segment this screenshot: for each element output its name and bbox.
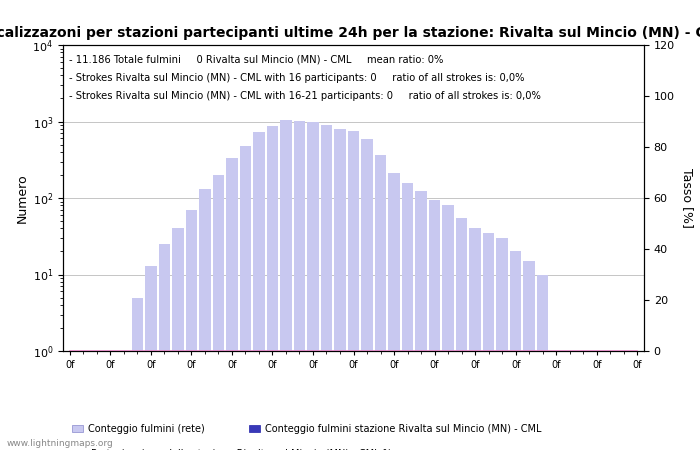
Bar — [294, 121, 305, 450]
Bar — [510, 252, 522, 450]
Bar — [239, 146, 251, 450]
Bar — [186, 210, 197, 450]
Bar — [145, 266, 157, 450]
Bar — [456, 218, 468, 450]
Bar — [104, 351, 116, 450]
Bar — [496, 238, 508, 450]
Y-axis label: Tasso [%]: Tasso [%] — [681, 168, 694, 228]
Bar — [429, 200, 440, 450]
Bar — [118, 351, 130, 450]
Bar — [442, 205, 454, 450]
Bar — [402, 184, 413, 450]
Bar — [199, 189, 211, 450]
Bar — [64, 351, 76, 450]
Bar — [334, 129, 346, 450]
Bar — [172, 229, 183, 450]
Bar — [389, 173, 400, 450]
Y-axis label: Numero: Numero — [15, 173, 28, 223]
Bar — [159, 244, 170, 450]
Title: Localizzazoni per stazioni partecipanti ultime 24h per la stazione: Rivalta sul : Localizzazoni per stazioni partecipanti … — [0, 26, 700, 40]
Bar — [132, 297, 143, 450]
Bar — [631, 351, 643, 450]
Bar — [307, 122, 318, 450]
Bar — [213, 175, 224, 450]
Bar — [618, 351, 629, 450]
Text: - Strokes Rivalta sul Mincio (MN) - CML with 16-21 participants: 0     ratio of : - Strokes Rivalta sul Mincio (MN) - CML … — [69, 91, 540, 101]
Bar — [280, 120, 292, 450]
Bar — [470, 229, 481, 450]
Bar — [605, 351, 616, 450]
Bar — [91, 351, 102, 450]
Bar — [78, 351, 89, 450]
Bar — [226, 158, 237, 450]
Legend: Partecipazione della stazione Rivalta sul Mincio (MN) - CML %: Partecipazione della stazione Rivalta su… — [68, 445, 396, 450]
Bar — [374, 154, 386, 450]
Bar — [253, 132, 265, 450]
Text: - Strokes Rivalta sul Mincio (MN) - CML with 16 participants: 0     ratio of all: - Strokes Rivalta sul Mincio (MN) - CML … — [69, 72, 524, 82]
Bar — [483, 233, 494, 450]
Bar — [537, 274, 548, 450]
Bar — [321, 125, 332, 450]
Bar — [361, 139, 373, 450]
Bar — [524, 261, 535, 450]
Bar — [348, 130, 359, 450]
Bar — [578, 351, 589, 450]
Bar — [591, 351, 603, 450]
Text: - 11.186 Totale fulmini     0 Rivalta sul Mincio (MN) - CML     mean ratio: 0%: - 11.186 Totale fulmini 0 Rivalta sul Mi… — [69, 54, 443, 64]
Bar — [550, 351, 562, 450]
Text: www.lightningmaps.org: www.lightningmaps.org — [7, 439, 113, 448]
Bar — [267, 126, 278, 450]
Bar — [564, 351, 575, 450]
Bar — [415, 191, 427, 450]
